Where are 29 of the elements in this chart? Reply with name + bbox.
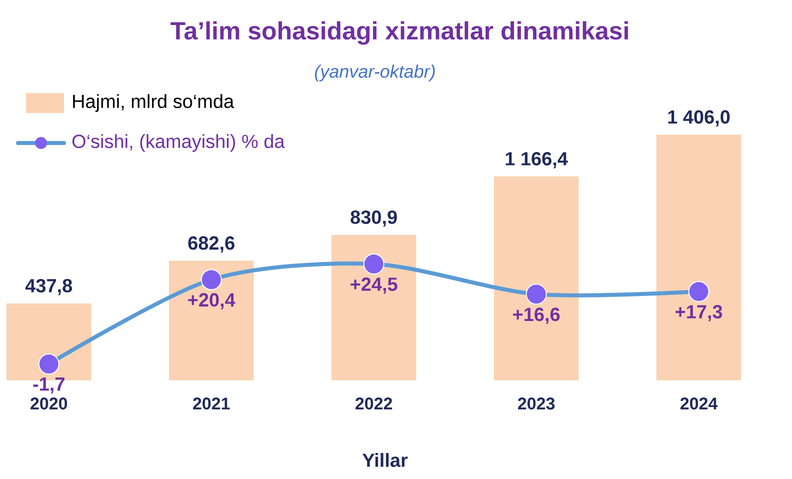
data-label: 830,9 xyxy=(350,210,397,227)
data-label: +20,4 xyxy=(188,293,236,310)
x-tick-label: 2021 xyxy=(193,398,230,410)
legend-label: O‘sishi, (kamayishi) % da xyxy=(72,134,285,152)
data-label: 1 166,4 xyxy=(506,152,568,168)
point xyxy=(200,269,222,290)
bar xyxy=(494,176,578,380)
chart-subtitle: (yanvar-oktabr) xyxy=(314,64,435,82)
data-label: +17,3 xyxy=(676,305,722,322)
point xyxy=(363,253,384,274)
data-label: 1 406,0 xyxy=(668,110,730,126)
x-tick-label: 2020 xyxy=(30,398,68,410)
x-axis-title: Yillar xyxy=(362,453,408,467)
data-label: -1,7 xyxy=(33,378,64,394)
data-label: +24,5 xyxy=(350,278,398,294)
x-tick-label: 2022 xyxy=(356,398,392,410)
point xyxy=(688,280,710,302)
data-label: +16,6 xyxy=(513,308,560,324)
chart-title: Ta’lim sohasidagi xizmatlar dinamikasi xyxy=(170,21,628,45)
x-tick-label: 2023 xyxy=(518,398,555,410)
bar xyxy=(332,235,416,380)
x-tick-label: 2024 xyxy=(680,398,718,410)
legend-label: Hajmi, mlrd so‘mda xyxy=(73,94,234,112)
point xyxy=(38,354,60,374)
bar xyxy=(169,260,254,380)
data-label: 682,6 xyxy=(188,236,234,253)
data-label: 437,8 xyxy=(25,278,72,296)
bar xyxy=(656,134,741,380)
point xyxy=(526,284,547,305)
